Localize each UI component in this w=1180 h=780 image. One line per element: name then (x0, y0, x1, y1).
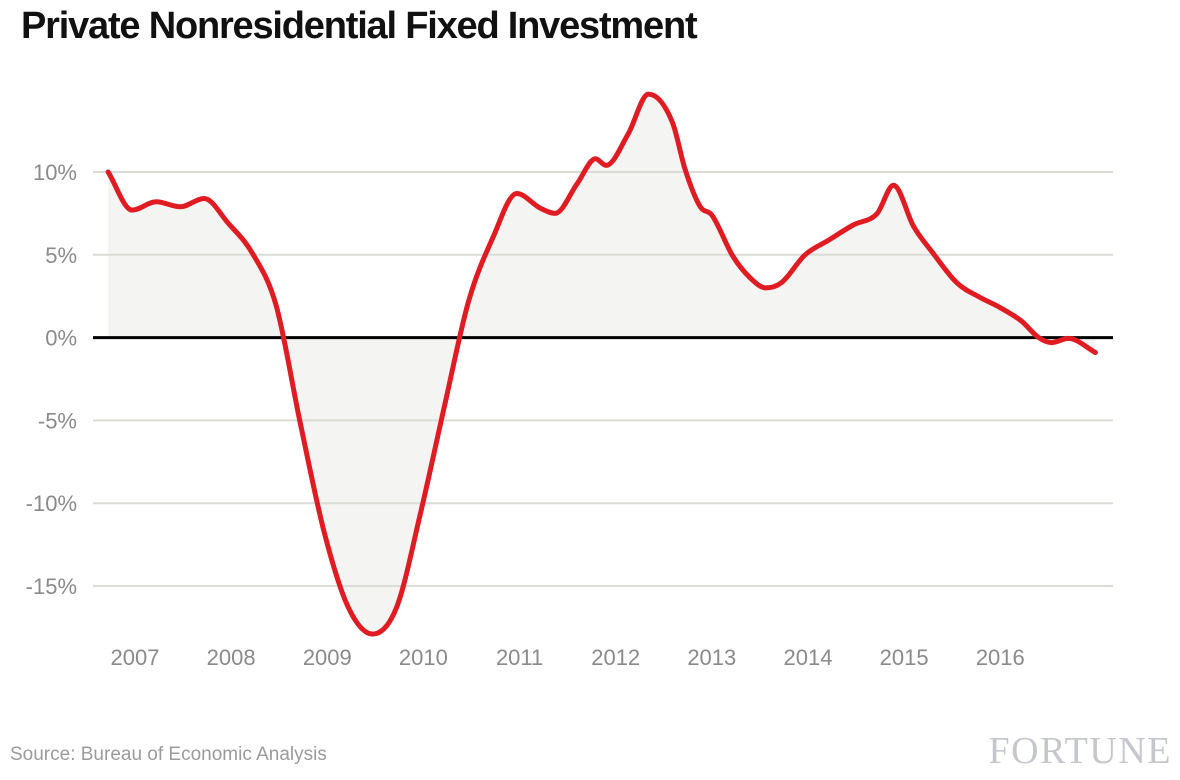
y-tick-label: 5% (45, 243, 77, 268)
chart-canvas: 10% 5% 0% -5% -10% -15% 2007 2008 2009 2010 2011 20… (26, 91, 1113, 670)
x-tick-label: 2016 (976, 645, 1025, 670)
x-tick-label: 2014 (784, 645, 833, 670)
fortune-logo: FORTUNE (988, 730, 1172, 772)
x-tick-label: 2010 (399, 645, 448, 670)
y-tick-label: 10% (33, 160, 77, 185)
x-tick-label: 2015 (880, 645, 929, 670)
source-text: Source: Bureau of Economic Analysis (10, 744, 327, 765)
x-tick-label: 2013 (687, 645, 736, 670)
x-tick-label: 2012 (591, 645, 640, 670)
chart-title: Private Nonresidential Fixed Investment (21, 5, 698, 47)
y-tick-label: 0% (45, 326, 77, 351)
series-fill (108, 94, 1096, 635)
y-tick-label: -10% (26, 491, 77, 516)
x-tick-label: 2007 (111, 645, 160, 670)
x-tick-label: 2009 (303, 645, 352, 670)
y-tick-label: -15% (26, 574, 77, 599)
series-line (105, 91, 1098, 637)
x-tick-label: 2011 (496, 645, 543, 670)
x-tick-label: 2008 (207, 645, 256, 670)
y-tick-label: -5% (38, 408, 77, 433)
